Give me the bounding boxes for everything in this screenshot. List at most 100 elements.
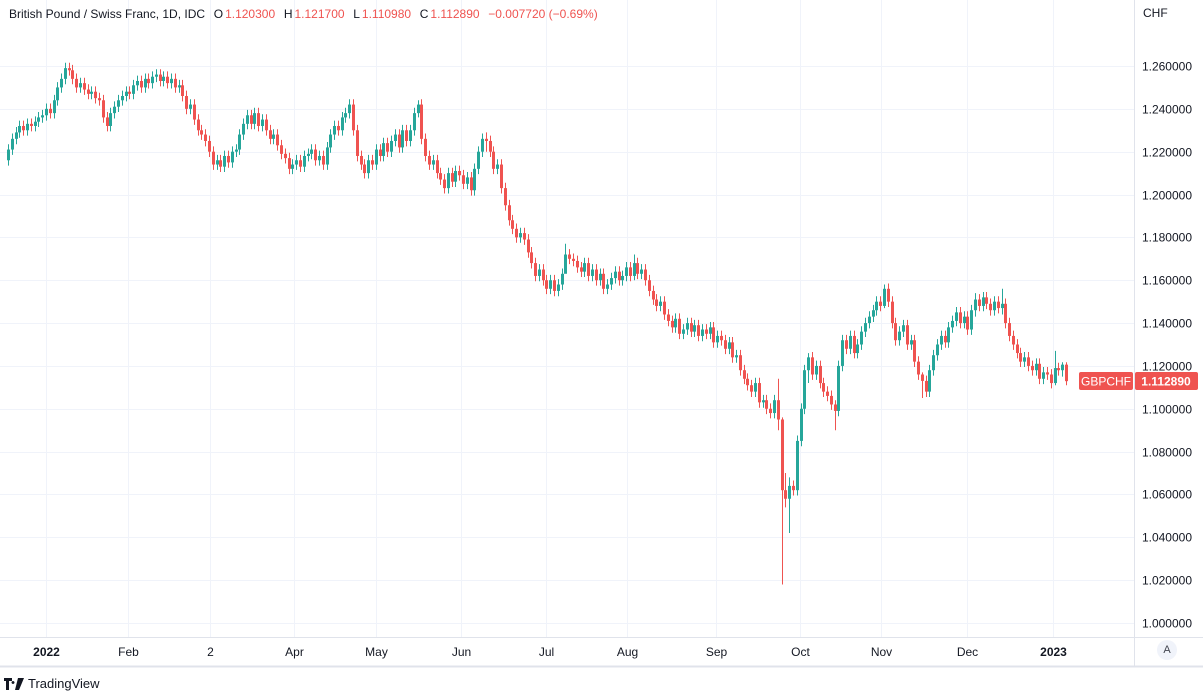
candle [367,154,370,179]
candle-body [997,301,1000,309]
candle-body [185,95,188,109]
candle-body [443,179,446,189]
last-price-label: 1.112890 [1141,375,1191,389]
candle [940,330,943,350]
candle [1065,362,1068,386]
change-value: −0.007720 (−0.69%) [488,7,598,21]
candle [602,268,605,295]
candle-body [352,104,355,131]
candle [966,311,969,335]
candle-body [678,318,681,334]
candle [519,227,522,243]
auto-scale-button[interactable]: A [1157,640,1177,660]
candle [140,75,143,93]
candle-body [276,134,279,146]
candle-body [132,85,135,94]
candle [652,285,655,305]
candle [618,266,621,286]
candle-body [864,323,867,332]
candle [409,124,412,147]
candle-body [910,340,913,345]
candle-body [803,370,806,409]
time-axis[interactable]: 2022 Feb 2 Apr May Jun Jul Aug Sep Oct Nov Dec 2023 [33,645,1067,659]
price-tick-label: 1.020000 [1142,574,1192,588]
candle [754,377,757,397]
candle [398,129,401,153]
candle [898,326,901,346]
candle-body [765,400,768,409]
candle [265,114,268,136]
tradingview-logo[interactable]: TradingView [4,676,100,691]
candle-body [819,365,822,384]
time-tick-label: Nov [871,645,892,659]
candle [436,154,439,179]
candle-body [379,149,382,156]
candle [659,296,662,312]
candle [951,315,954,333]
candle-body [595,269,598,281]
candle-body [951,320,954,328]
candle [883,284,886,309]
candle-body [587,263,590,276]
candle [568,249,571,265]
candle-body [200,130,203,135]
candle [98,92,101,106]
candle [37,112,40,128]
candle-body [591,269,594,276]
candle [587,257,590,282]
candle [648,274,651,297]
candle-body [921,374,924,381]
candle [106,112,109,132]
price-axis[interactable]: 1.260000 1.240000 1.220000 1.200000 1.180000… [1142,60,1192,631]
candle-body [178,85,181,88]
candle-body [223,155,226,167]
candle [803,364,806,415]
candle [382,137,385,162]
candle [792,480,795,496]
candle [1004,298,1007,329]
candle [580,262,583,278]
candle-body [966,316,969,330]
candle-body [583,263,586,272]
candle [1031,360,1034,376]
candle [690,317,693,338]
time-tick-label: May [365,645,388,659]
candle [875,296,878,316]
candle [147,73,150,89]
candle-body [94,91,97,99]
candle [41,109,44,123]
candle-body [902,325,905,332]
candle-body [109,113,112,126]
candlestick-chart[interactable]: 1.260000 1.240000 1.220000 1.200000 1.180000… [0,0,1203,670]
price-tick-label: 1.140000 [1142,317,1192,331]
candle-body [811,357,814,375]
candle [1008,317,1011,342]
candle-body [288,158,291,169]
candle-body [928,370,931,392]
price-tick-label: 1.100000 [1142,403,1192,417]
candle-body [1001,303,1004,309]
candle [451,167,454,188]
candle-body [822,383,825,392]
candle-body [1054,368,1057,384]
candle-body [208,140,211,152]
candle [329,129,332,153]
candle-body [250,115,253,124]
candle [549,274,552,295]
candle [159,69,162,87]
candle [56,82,59,106]
candle-body [98,98,101,101]
candle-body [644,269,647,281]
candle [462,169,465,190]
candle-body [212,151,215,165]
candle-body [189,104,192,109]
candle-body [386,143,389,152]
candle-body [906,325,909,345]
candle [424,133,427,162]
candle [314,144,317,166]
candle [417,100,420,118]
candle-body [37,117,40,122]
candle-body [303,155,306,167]
candle [363,159,366,179]
candle [326,142,329,170]
